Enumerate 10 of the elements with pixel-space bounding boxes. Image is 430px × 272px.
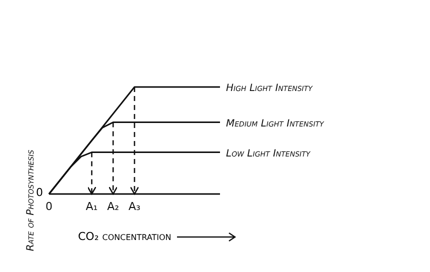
y-axis-title: Rate of Photosynthesis — [26, 149, 37, 252]
x-tick-label: A₃ — [128, 200, 140, 213]
text: 0 — [36, 186, 43, 199]
x-axis-title: CO₂ concentration — [78, 230, 172, 243]
x-tick-label: A₂ — [107, 200, 120, 213]
series-label: Medium Light Intensity — [226, 118, 325, 130]
series-label: High Light Intensity — [226, 83, 314, 94]
x-tick-label: A₁ — [86, 200, 98, 213]
x-tick-label: 0 — [46, 200, 52, 213]
series-label: Low Light Intensity — [226, 148, 311, 160]
